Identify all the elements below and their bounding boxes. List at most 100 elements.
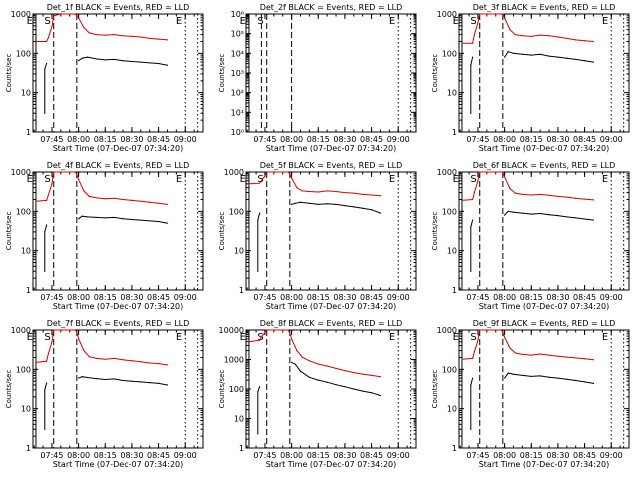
series-events-point — [149, 62, 151, 64]
series-events-point — [353, 388, 355, 390]
event-marker-label: S — [44, 332, 50, 343]
event-marker-label: S — [44, 16, 50, 27]
event-marker-label: E — [389, 174, 395, 185]
x-tick-label: 08:15 — [94, 451, 117, 460]
series-lld-point — [353, 192, 355, 194]
series-lld-point — [74, 329, 76, 331]
x-tick-label: 08:00 — [280, 135, 303, 144]
series-lld-point — [504, 176, 506, 178]
chart-panel-4: Det_4f BLACK = Events, RED = LLD 1 10 100 10… — [5, 161, 204, 311]
series-lld-point — [51, 183, 53, 185]
series-lld-point — [473, 33, 476, 36]
y-tick-label: 10 — [21, 89, 31, 98]
series-events-point — [104, 217, 106, 219]
series-events-point — [344, 386, 346, 388]
series-lld-point — [370, 374, 373, 376]
y-axis-label: Counts/sec — [218, 370, 226, 409]
event-marker-label: S — [257, 174, 263, 185]
series-lld-point — [583, 358, 586, 360]
chart-panel-9: Det_9f BLACK = Events, RED = LLD 1 10 100 10… — [431, 319, 630, 469]
series-lld-point — [157, 362, 160, 365]
series-lld-point — [296, 350, 298, 352]
series-events-point — [81, 57, 83, 59]
series-events-point — [166, 384, 169, 386]
series-lld-point — [248, 341, 250, 343]
series-lld-point — [502, 13, 504, 15]
event-marker-label: E — [453, 16, 459, 27]
series-events-point — [566, 378, 568, 380]
series-lld-point — [301, 356, 303, 358]
series-lld-point — [308, 360, 310, 362]
series-events-point — [259, 212, 261, 214]
series-lld-point — [530, 354, 532, 356]
series-events-point — [78, 218, 80, 220]
event-marker-label: E — [176, 332, 182, 343]
series-lld-point — [514, 192, 516, 194]
series-events-point — [122, 60, 124, 62]
series-events-point — [539, 375, 541, 377]
x-tick-label: 08:45 — [147, 293, 170, 302]
x-tick-label: 09:00 — [600, 293, 623, 302]
series-events-point — [44, 389, 46, 391]
series-lld-point — [539, 34, 541, 36]
series-lld-point — [566, 37, 568, 39]
event-marker-label: E — [389, 16, 395, 27]
series-events-point — [504, 214, 506, 216]
series-lld-point — [479, 13, 481, 15]
x-tick-label: 08:00 — [67, 293, 90, 302]
series-events-point — [472, 377, 474, 379]
series-lld-point — [317, 363, 319, 365]
y-tick-label: 100 — [16, 365, 31, 374]
series-lld-point — [113, 197, 115, 199]
series-events-point — [557, 56, 559, 58]
series-lld-point — [539, 193, 541, 195]
y-tick-label: 1000 — [224, 168, 244, 177]
y-axis-label: Counts/sec — [431, 54, 439, 93]
series-events-point — [504, 377, 506, 379]
series-events-point — [140, 381, 142, 383]
series-events-point — [131, 218, 133, 221]
series-events-point — [113, 216, 115, 219]
series-lld-point — [113, 33, 115, 36]
series-events-point — [166, 222, 169, 224]
y-tick-label: 10 — [234, 415, 244, 424]
y-tick-label: 1 — [452, 286, 457, 295]
series-events-point — [507, 372, 509, 374]
event-marker-label: S — [470, 174, 476, 185]
x-tick-label: 09:00 — [387, 135, 410, 144]
series-lld-point — [362, 373, 364, 375]
x-tick-label: 08:30 — [546, 451, 569, 460]
series-lld-point — [149, 362, 151, 364]
x-tick-label: 08:00 — [493, 135, 516, 144]
series-lld-point — [51, 341, 53, 343]
x-tick-label: 08:15 — [520, 293, 543, 302]
series-lld-point — [472, 42, 474, 44]
series-lld-point — [266, 329, 268, 331]
series-events-point — [166, 64, 169, 66]
series-lld-line — [35, 329, 168, 366]
x-axis-label: Start Time (07-Dec-07 07:34:20) — [479, 144, 610, 153]
series-lld-point — [502, 171, 504, 173]
series-events-point — [81, 376, 83, 378]
series-events-point — [294, 202, 296, 204]
series-lld-point — [260, 335, 263, 338]
series-events-point — [44, 231, 46, 233]
chart-panel-1: Det_1f BLACK = Events, RED = LLD 1 10 100 10… — [5, 3, 204, 153]
x-tick-label: 08:00 — [67, 451, 90, 460]
event-marker-label: E — [240, 174, 246, 185]
x-tick-label: 08:45 — [360, 293, 383, 302]
series-events-point — [81, 215, 83, 217]
series-lld-point — [46, 40, 48, 43]
series-events-point — [521, 212, 523, 214]
x-tick-label: 09:00 — [387, 293, 410, 302]
series-lld-point — [83, 190, 85, 192]
series-lld-point — [472, 357, 474, 359]
series-lld-point — [548, 194, 550, 196]
event-marker-label: E — [240, 16, 246, 27]
series-lld-point — [35, 361, 37, 364]
y-axis-label: Counts/sec — [431, 212, 439, 251]
x-axis-label: Start Time (07-Dec-07 07:34:20) — [53, 302, 184, 311]
x-tick-label: 08:45 — [147, 451, 170, 460]
y-axis-label: Counts/sec — [5, 212, 13, 251]
chart-title: Det_5f BLACK = Events, RED = LLD — [260, 161, 403, 170]
